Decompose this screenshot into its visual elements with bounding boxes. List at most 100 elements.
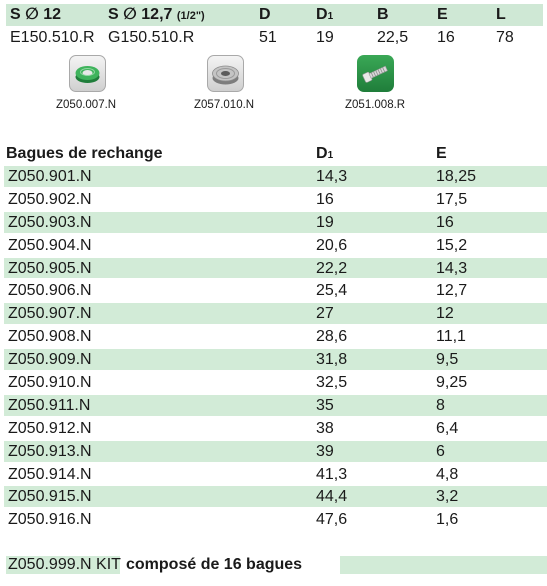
ring-d1: 16 bbox=[316, 190, 334, 208]
kit-code-band bbox=[6, 556, 120, 574]
ring-e: 16 bbox=[436, 213, 454, 231]
table-row: Z050.912.N 38 6,4 bbox=[4, 417, 547, 440]
ring-d1: 35 bbox=[316, 396, 334, 414]
ring-e: 4,8 bbox=[436, 465, 459, 483]
ring-d1: 32,5 bbox=[316, 374, 348, 392]
table-row: Z050.902.N 16 17,5 bbox=[4, 188, 547, 211]
ring-d1: 14,3 bbox=[316, 168, 348, 185]
ring-e: 9,25 bbox=[436, 374, 468, 392]
header-d1: D1 bbox=[316, 6, 334, 23]
ring-e: 18,25 bbox=[436, 168, 477, 185]
header-d: D bbox=[259, 6, 271, 23]
row-band bbox=[4, 211, 547, 233]
rings-table: Z050.901.N 14,3 18,25 Z050.902.N 16 17,5 Z050.… bbox=[4, 165, 547, 531]
table-row: Z050.903.N 19 16 bbox=[4, 211, 547, 234]
ring-ref: Z050.916.N bbox=[8, 511, 92, 529]
ring-e: 12 bbox=[436, 305, 454, 323]
ring-ref: Z050.904.N bbox=[8, 236, 92, 254]
ring-d1: 19 bbox=[316, 213, 334, 231]
ring-ref: Z050.915.N bbox=[8, 488, 92, 506]
row-band bbox=[4, 440, 547, 462]
ring-ref: Z050.907.N bbox=[8, 305, 92, 323]
ring-ref: Z050.914.N bbox=[8, 465, 92, 483]
header-s12: S ∅ 12 bbox=[10, 6, 62, 23]
ring-e: 11,1 bbox=[436, 328, 466, 346]
ring-d1: 41,3 bbox=[316, 465, 348, 483]
ring-d1: 20,6 bbox=[316, 236, 348, 254]
value-s127: G150.510.R bbox=[108, 29, 195, 46]
ring-e: 9,5 bbox=[436, 351, 459, 369]
ring-ref: Z050.909.N bbox=[8, 351, 92, 369]
kit-code: Z050.999.N KIT bbox=[8, 556, 121, 573]
header-s127: S ∅ 12,7 (1/2") bbox=[108, 6, 205, 23]
value-b: 22,5 bbox=[377, 29, 409, 46]
ring-ref: Z050.906.N bbox=[8, 282, 92, 300]
ring-ref: Z050.910.N bbox=[8, 374, 92, 392]
ring-e: 12,7 bbox=[436, 282, 468, 300]
value-d1: 19 bbox=[316, 29, 334, 46]
row-band bbox=[4, 257, 547, 279]
rings-title: Bagues de rechange bbox=[6, 145, 163, 162]
header-e: E bbox=[437, 6, 448, 23]
ring-d1: 47,6 bbox=[316, 511, 348, 529]
value-d: 51 bbox=[259, 29, 277, 46]
ring-d1: 31,8 bbox=[316, 351, 348, 369]
ring-d1: 25,4 bbox=[316, 282, 348, 300]
ring-e: 17,5 bbox=[436, 190, 468, 208]
table-row: Z050.901.N 14,3 18,25 bbox=[4, 165, 547, 188]
accessory-code: Z057.010.N bbox=[194, 99, 255, 111]
table-row: Z050.911.N 35 8 bbox=[4, 394, 547, 417]
rings-col-d1: D1 bbox=[316, 145, 334, 162]
spec-header-band bbox=[6, 4, 543, 26]
ring-e: 15,2 bbox=[436, 236, 468, 254]
table-row: Z050.904.N 20,6 15,2 bbox=[4, 234, 547, 257]
row-band bbox=[4, 303, 547, 325]
ring-e: 6 bbox=[436, 442, 445, 460]
table-row: Z050.914.N 41,3 4,8 bbox=[4, 463, 547, 486]
ring-d1: 38 bbox=[316, 419, 334, 437]
table-row: Z050.907.N 27 12 bbox=[4, 302, 547, 325]
header-l: L bbox=[496, 6, 506, 23]
table-row: Z050.916.N 47,6 1,6 bbox=[4, 508, 547, 531]
value-l: 78 bbox=[496, 29, 514, 46]
ring-e: 3,2 bbox=[436, 488, 459, 506]
table-row: Z050.910.N 32,5 9,25 bbox=[4, 371, 547, 394]
green-ring-icon bbox=[69, 55, 106, 92]
ring-d1: 39 bbox=[316, 442, 334, 460]
kit-description: composé de 16 bagues bbox=[126, 556, 303, 573]
ring-e: 8 bbox=[436, 396, 445, 414]
ring-d1: 27 bbox=[316, 305, 334, 323]
ring-e: 14,3 bbox=[436, 259, 468, 277]
header-s127-inch: (1/2") bbox=[176, 10, 205, 22]
ring-e: 6,4 bbox=[436, 419, 459, 437]
ring-ref: Z050.903.N bbox=[8, 213, 92, 231]
ring-e: 1,6 bbox=[436, 511, 459, 529]
screw-icon bbox=[357, 55, 394, 92]
ring-d1: 44,4 bbox=[316, 488, 348, 506]
ring-d1: 28,6 bbox=[316, 328, 348, 346]
value-e: 16 bbox=[437, 29, 455, 46]
row-band bbox=[4, 166, 547, 187]
table-row: Z050.909.N 31,8 9,5 bbox=[4, 348, 547, 371]
table-row: Z050.905.N 22,2 14,3 bbox=[4, 257, 547, 280]
table-row: Z050.908.N 28,6 11,1 bbox=[4, 325, 547, 348]
table-row: Z050.915.N 44,4 3,2 bbox=[4, 485, 547, 508]
row-band bbox=[4, 394, 547, 416]
accessory-code: Z051.008.R bbox=[345, 99, 406, 111]
kit-empty-band bbox=[340, 556, 547, 574]
ring-ref: Z050.901.N bbox=[8, 168, 92, 185]
rings-col-e: E bbox=[436, 145, 447, 162]
ring-ref: Z050.913.N bbox=[8, 442, 92, 460]
ring-ref: Z050.902.N bbox=[8, 190, 92, 208]
ring-ref: Z050.911.N bbox=[8, 396, 91, 414]
header-b: B bbox=[377, 6, 389, 23]
ring-d1: 22,2 bbox=[316, 259, 348, 277]
ring-ref: Z050.912.N bbox=[8, 419, 92, 437]
table-row: Z050.913.N 39 6 bbox=[4, 440, 547, 463]
table-row: Z050.906.N 25,4 12,7 bbox=[4, 279, 547, 302]
ring-ref: Z050.905.N bbox=[8, 259, 92, 277]
metal-washer-icon bbox=[207, 55, 244, 92]
accessory-code: Z050.007.N bbox=[56, 99, 117, 111]
value-s12: E150.510.R bbox=[10, 29, 95, 46]
row-band bbox=[4, 486, 547, 508]
